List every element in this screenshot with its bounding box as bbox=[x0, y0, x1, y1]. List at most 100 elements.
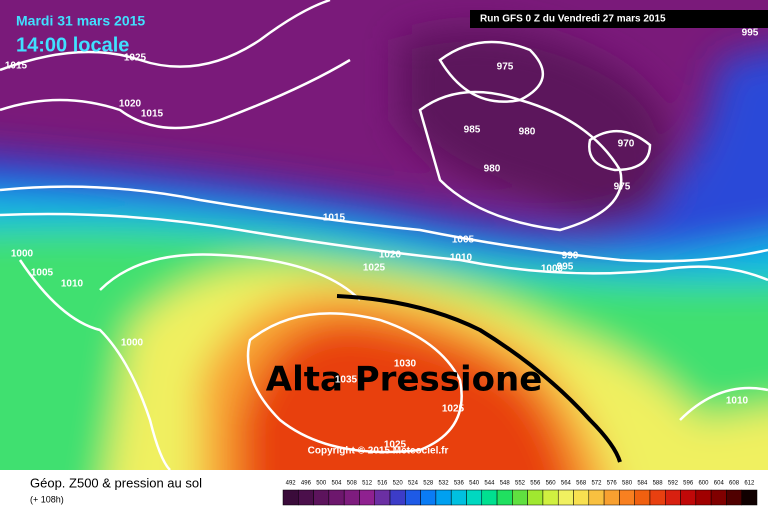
scale-label: 588 bbox=[653, 481, 664, 487]
copyright: Copyright © 2015 Meteociel.fr bbox=[308, 446, 449, 457]
scale-label: 604 bbox=[714, 481, 725, 487]
isobar-label: 995 bbox=[557, 262, 574, 273]
scale-swatch bbox=[435, 489, 452, 506]
scale-label: 516 bbox=[377, 481, 388, 487]
scale-swatch bbox=[619, 489, 635, 506]
scale-swatch bbox=[741, 489, 758, 506]
isobar-label: 975 bbox=[497, 62, 514, 73]
scale-swatch bbox=[359, 489, 375, 506]
scale-swatch bbox=[420, 489, 437, 506]
scale-label: 528 bbox=[423, 481, 434, 487]
scale-label: 556 bbox=[530, 481, 541, 487]
date: Mardi 31 mars 2015 bbox=[16, 13, 145, 29]
scale-swatch bbox=[343, 489, 360, 506]
isobar-label: 1030 bbox=[394, 359, 417, 370]
scale-label: 600 bbox=[698, 481, 709, 487]
isobar-label: 1025 bbox=[384, 440, 407, 451]
scale-swatch bbox=[557, 489, 574, 506]
isobar-label: 1010 bbox=[450, 253, 473, 264]
scale-label: 612 bbox=[744, 481, 755, 487]
scale-label: 532 bbox=[439, 481, 450, 487]
scale-swatch bbox=[588, 489, 605, 506]
annotation-curve bbox=[336, 294, 622, 463]
scale-swatch bbox=[496, 489, 513, 506]
scale-label: 492 bbox=[286, 481, 297, 487]
isobar-label: 1010 bbox=[726, 396, 749, 407]
isobar-label: 970 bbox=[618, 139, 635, 150]
isobar-label: 985 bbox=[464, 125, 481, 136]
time: 14:00 locale bbox=[16, 34, 129, 56]
scale-swatch bbox=[573, 489, 590, 506]
isobar-label: 980 bbox=[519, 127, 536, 138]
scale-swatch bbox=[389, 489, 406, 506]
scale-label: 512 bbox=[362, 481, 373, 487]
scale-label: 564 bbox=[561, 481, 572, 487]
scale-swatch bbox=[649, 489, 666, 506]
scale-label: 560 bbox=[546, 481, 557, 487]
isobar-label: 1000 bbox=[541, 264, 564, 275]
annotation: Alta Pressione bbox=[266, 360, 543, 400]
isobar-label: 1015 bbox=[5, 61, 28, 72]
scale-swatch bbox=[603, 489, 620, 506]
run-info: Run GFS 0 Z du Vendredi 27 mars 2015 bbox=[480, 14, 666, 25]
scale-swatch bbox=[512, 489, 528, 506]
scale-swatch bbox=[695, 489, 712, 506]
scale-label: 496 bbox=[301, 481, 312, 487]
scale-label: 592 bbox=[668, 481, 679, 487]
scale-swatch bbox=[450, 489, 467, 506]
scale-label: 584 bbox=[637, 481, 648, 487]
isobar-label: 1000 bbox=[11, 249, 34, 260]
scale-label: 596 bbox=[683, 481, 694, 487]
scale-label: 608 bbox=[729, 481, 740, 487]
color-scale: 492 496 500 504 508 512 516 520 524 528 532 536 540 5… bbox=[282, 481, 758, 506]
scale-swatch bbox=[405, 489, 421, 506]
isobar-label: 1025 bbox=[363, 263, 386, 274]
scale-label: 520 bbox=[393, 481, 404, 487]
isobars bbox=[0, 0, 768, 470]
scale-swatch bbox=[726, 489, 742, 506]
scale-label: 548 bbox=[500, 481, 511, 487]
isobar-label: 975 bbox=[614, 182, 631, 193]
scale-label: 568 bbox=[576, 481, 587, 487]
scale-swatch bbox=[328, 489, 345, 506]
scale-label: 544 bbox=[484, 481, 495, 487]
scale-swatch bbox=[282, 489, 299, 506]
isobar-label: 1000 bbox=[121, 338, 144, 349]
isobar-label: 1005 bbox=[31, 268, 54, 279]
run-box bbox=[470, 10, 768, 28]
scale-label: 508 bbox=[347, 481, 358, 487]
scale-label: 504 bbox=[332, 481, 343, 487]
scale-label: 572 bbox=[591, 481, 602, 487]
scale-swatch bbox=[481, 489, 498, 506]
scale-label: 524 bbox=[408, 481, 419, 487]
scale-label: 552 bbox=[515, 481, 526, 487]
footer-title: Géop. Z500 & pression au sol bbox=[30, 475, 202, 490]
scale-swatch bbox=[680, 489, 697, 506]
scale-swatch bbox=[527, 489, 544, 506]
isobar-label: 1020 bbox=[379, 250, 402, 261]
isobar-label: 1015 bbox=[141, 109, 164, 120]
scale-label: 576 bbox=[607, 481, 618, 487]
isobar-label: 1025 bbox=[124, 53, 147, 64]
isobar-label: 1020 bbox=[119, 99, 142, 110]
scale-label: 580 bbox=[622, 481, 633, 487]
footer-subtitle: (+ 108h) bbox=[30, 494, 64, 504]
isobar-label: 1010 bbox=[61, 279, 84, 290]
scale-swatch bbox=[466, 489, 483, 506]
isobar-label: 995 bbox=[742, 28, 759, 39]
isobar-label: 1035 bbox=[335, 375, 358, 386]
scale-swatch bbox=[665, 489, 681, 506]
scale-swatch bbox=[298, 489, 314, 506]
isobar-label: 990 bbox=[562, 251, 579, 262]
scale-swatch bbox=[374, 489, 391, 506]
scale-swatch bbox=[313, 489, 330, 506]
isobar-label: 1015 bbox=[323, 213, 346, 224]
scale-label: 500 bbox=[316, 481, 327, 487]
isobar-label: 1025 bbox=[442, 404, 465, 415]
isobar-label: 980 bbox=[484, 164, 501, 175]
scale-label: 536 bbox=[454, 481, 465, 487]
scale-swatch bbox=[710, 489, 727, 506]
